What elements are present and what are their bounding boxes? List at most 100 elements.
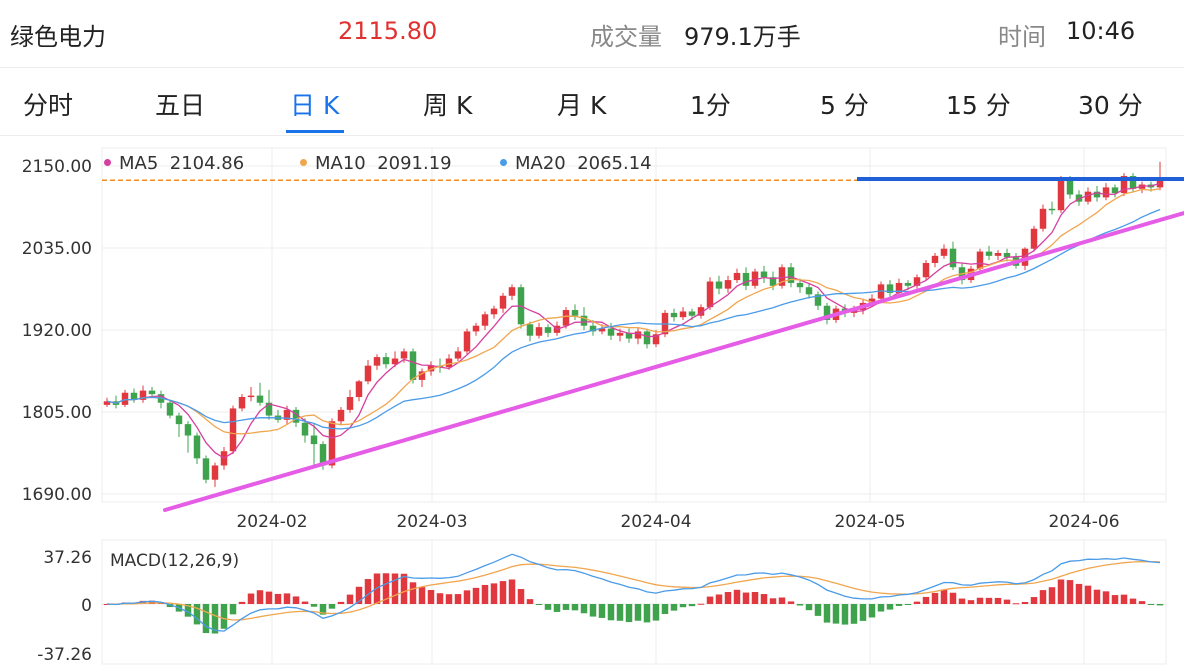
- macd-histogram-bar: [400, 573, 408, 604]
- macd-histogram-bar: [562, 604, 570, 610]
- candle-body: [733, 272, 741, 281]
- candle-body: [535, 327, 543, 336]
- tab-15min[interactable]: 15 分: [946, 91, 1011, 120]
- volume-value: 979.1万手: [684, 23, 801, 51]
- tab-30min[interactable]: 30 分: [1078, 91, 1143, 120]
- macd-histogram-bar: [166, 604, 174, 608]
- tab-weekly-k[interactable]: 周 K: [423, 91, 473, 120]
- candle-body: [976, 251, 984, 269]
- macd-histogram-bar: [868, 604, 876, 618]
- candle-body: [598, 328, 606, 332]
- macd-histogram-bar: [454, 594, 462, 604]
- macd-histogram-bar: [490, 583, 498, 604]
- candle-body: [580, 315, 588, 326]
- macd-histogram-bar: [886, 604, 894, 610]
- candle-body: [391, 358, 399, 365]
- tab-daily-k[interactable]: 日 K: [290, 91, 340, 120]
- macd-histogram-bar: [904, 604, 912, 605]
- candle-body: [508, 287, 516, 296]
- macd-histogram-bar: [985, 597, 993, 604]
- x-date-label: 2024-02: [236, 512, 307, 532]
- macd-histogram-bar: [733, 589, 741, 604]
- macd-histogram-bar: [778, 597, 786, 604]
- tab-1min[interactable]: 1分: [690, 91, 731, 120]
- tab-intraday[interactable]: 分时: [23, 91, 74, 120]
- volume-label: 成交量: [590, 23, 662, 51]
- macd-histogram-bar: [373, 573, 381, 604]
- quote-header: 绿色电力 2115.80 成交量 979.1万手 时间 10:46: [0, 0, 1184, 68]
- y-tick-label: 1920.00: [22, 321, 92, 341]
- candle-body: [571, 310, 579, 316]
- candle-body: [472, 325, 480, 332]
- candle-body: [454, 351, 462, 359]
- macd-histogram-bar: [211, 604, 219, 634]
- macd-histogram-bar: [499, 581, 507, 604]
- candle-body: [229, 408, 237, 452]
- candle-body: [886, 284, 894, 293]
- candle-body: [814, 294, 822, 306]
- macd-histogram-bar: [220, 604, 228, 629]
- macd-histogram-bar: [769, 598, 777, 604]
- candle-body: [121, 392, 129, 405]
- macd-histogram-bar: [706, 596, 714, 604]
- macd-histogram-bar: [301, 601, 309, 604]
- candle-body: [787, 267, 795, 283]
- candle-body: [148, 390, 156, 395]
- macd-histogram-bar: [688, 604, 696, 607]
- y-tick-label: 1690.00: [22, 485, 92, 505]
- candle-body: [238, 397, 246, 409]
- time-label: 时间: [998, 23, 1046, 51]
- candle-body: [805, 287, 813, 295]
- macd-histogram-bar: [841, 604, 849, 625]
- candle-body: [1093, 191, 1101, 198]
- candle-body: [256, 395, 264, 403]
- candle-body: [742, 272, 750, 286]
- ma20-dot-icon: [500, 158, 507, 166]
- ma5-line: [106, 182, 1161, 459]
- macd-histogram-bar: [463, 590, 471, 604]
- macd-histogram-bar: [931, 592, 939, 604]
- legend-ma10-label: MA10: [315, 153, 366, 174]
- macd-histogram-bar: [805, 604, 813, 611]
- x-date-label: 2024-05: [834, 512, 905, 532]
- macd-histogram-bar: [1030, 597, 1038, 604]
- macd-histogram-bar: [193, 604, 201, 625]
- candle-body: [292, 409, 300, 423]
- current-price: 2115.80: [338, 17, 438, 45]
- macd-histogram-bar: [1039, 590, 1047, 604]
- y-tick-label: 2150.00: [22, 157, 92, 177]
- macd-histogram-bar: [877, 604, 885, 612]
- candle-body: [940, 248, 948, 256]
- macd-histogram-bar: [202, 604, 210, 634]
- candle-body: [310, 435, 318, 445]
- candle-body: [823, 305, 831, 321]
- candle-body: [994, 252, 1002, 256]
- macd-histogram-bar: [859, 604, 867, 621]
- legend-ma5: MA5 2104.86: [104, 153, 244, 174]
- candle-body: [670, 312, 678, 318]
- candle-body: [1057, 178, 1065, 211]
- macd-histogram-bar: [481, 584, 489, 604]
- candle-body: [301, 422, 309, 436]
- macd-histogram-bar: [526, 599, 534, 604]
- macd-histogram-bar: [256, 590, 264, 604]
- candle-body: [562, 310, 570, 326]
- tab-five-day[interactable]: 五日: [155, 91, 206, 120]
- legend-ma20-label: MA20: [515, 153, 566, 174]
- candle-body: [1066, 178, 1074, 195]
- macd-histogram-bar: [445, 594, 453, 604]
- macd-histogram-bar: [607, 604, 615, 621]
- candle-body: [202, 458, 210, 480]
- macd-histogram-bar: [751, 591, 759, 604]
- candle-body: [922, 262, 930, 278]
- candle-body: [193, 435, 201, 459]
- candle-body: [625, 332, 633, 339]
- tab-monthly-k[interactable]: 月 K: [557, 91, 607, 120]
- macd-dif-line: [106, 553, 1161, 632]
- macd-histogram-bar: [850, 604, 858, 624]
- candle-body: [715, 281, 723, 289]
- tab-5min[interactable]: 5 分: [820, 91, 869, 120]
- candle-body: [139, 390, 147, 400]
- macd-histogram-bar: [832, 604, 840, 624]
